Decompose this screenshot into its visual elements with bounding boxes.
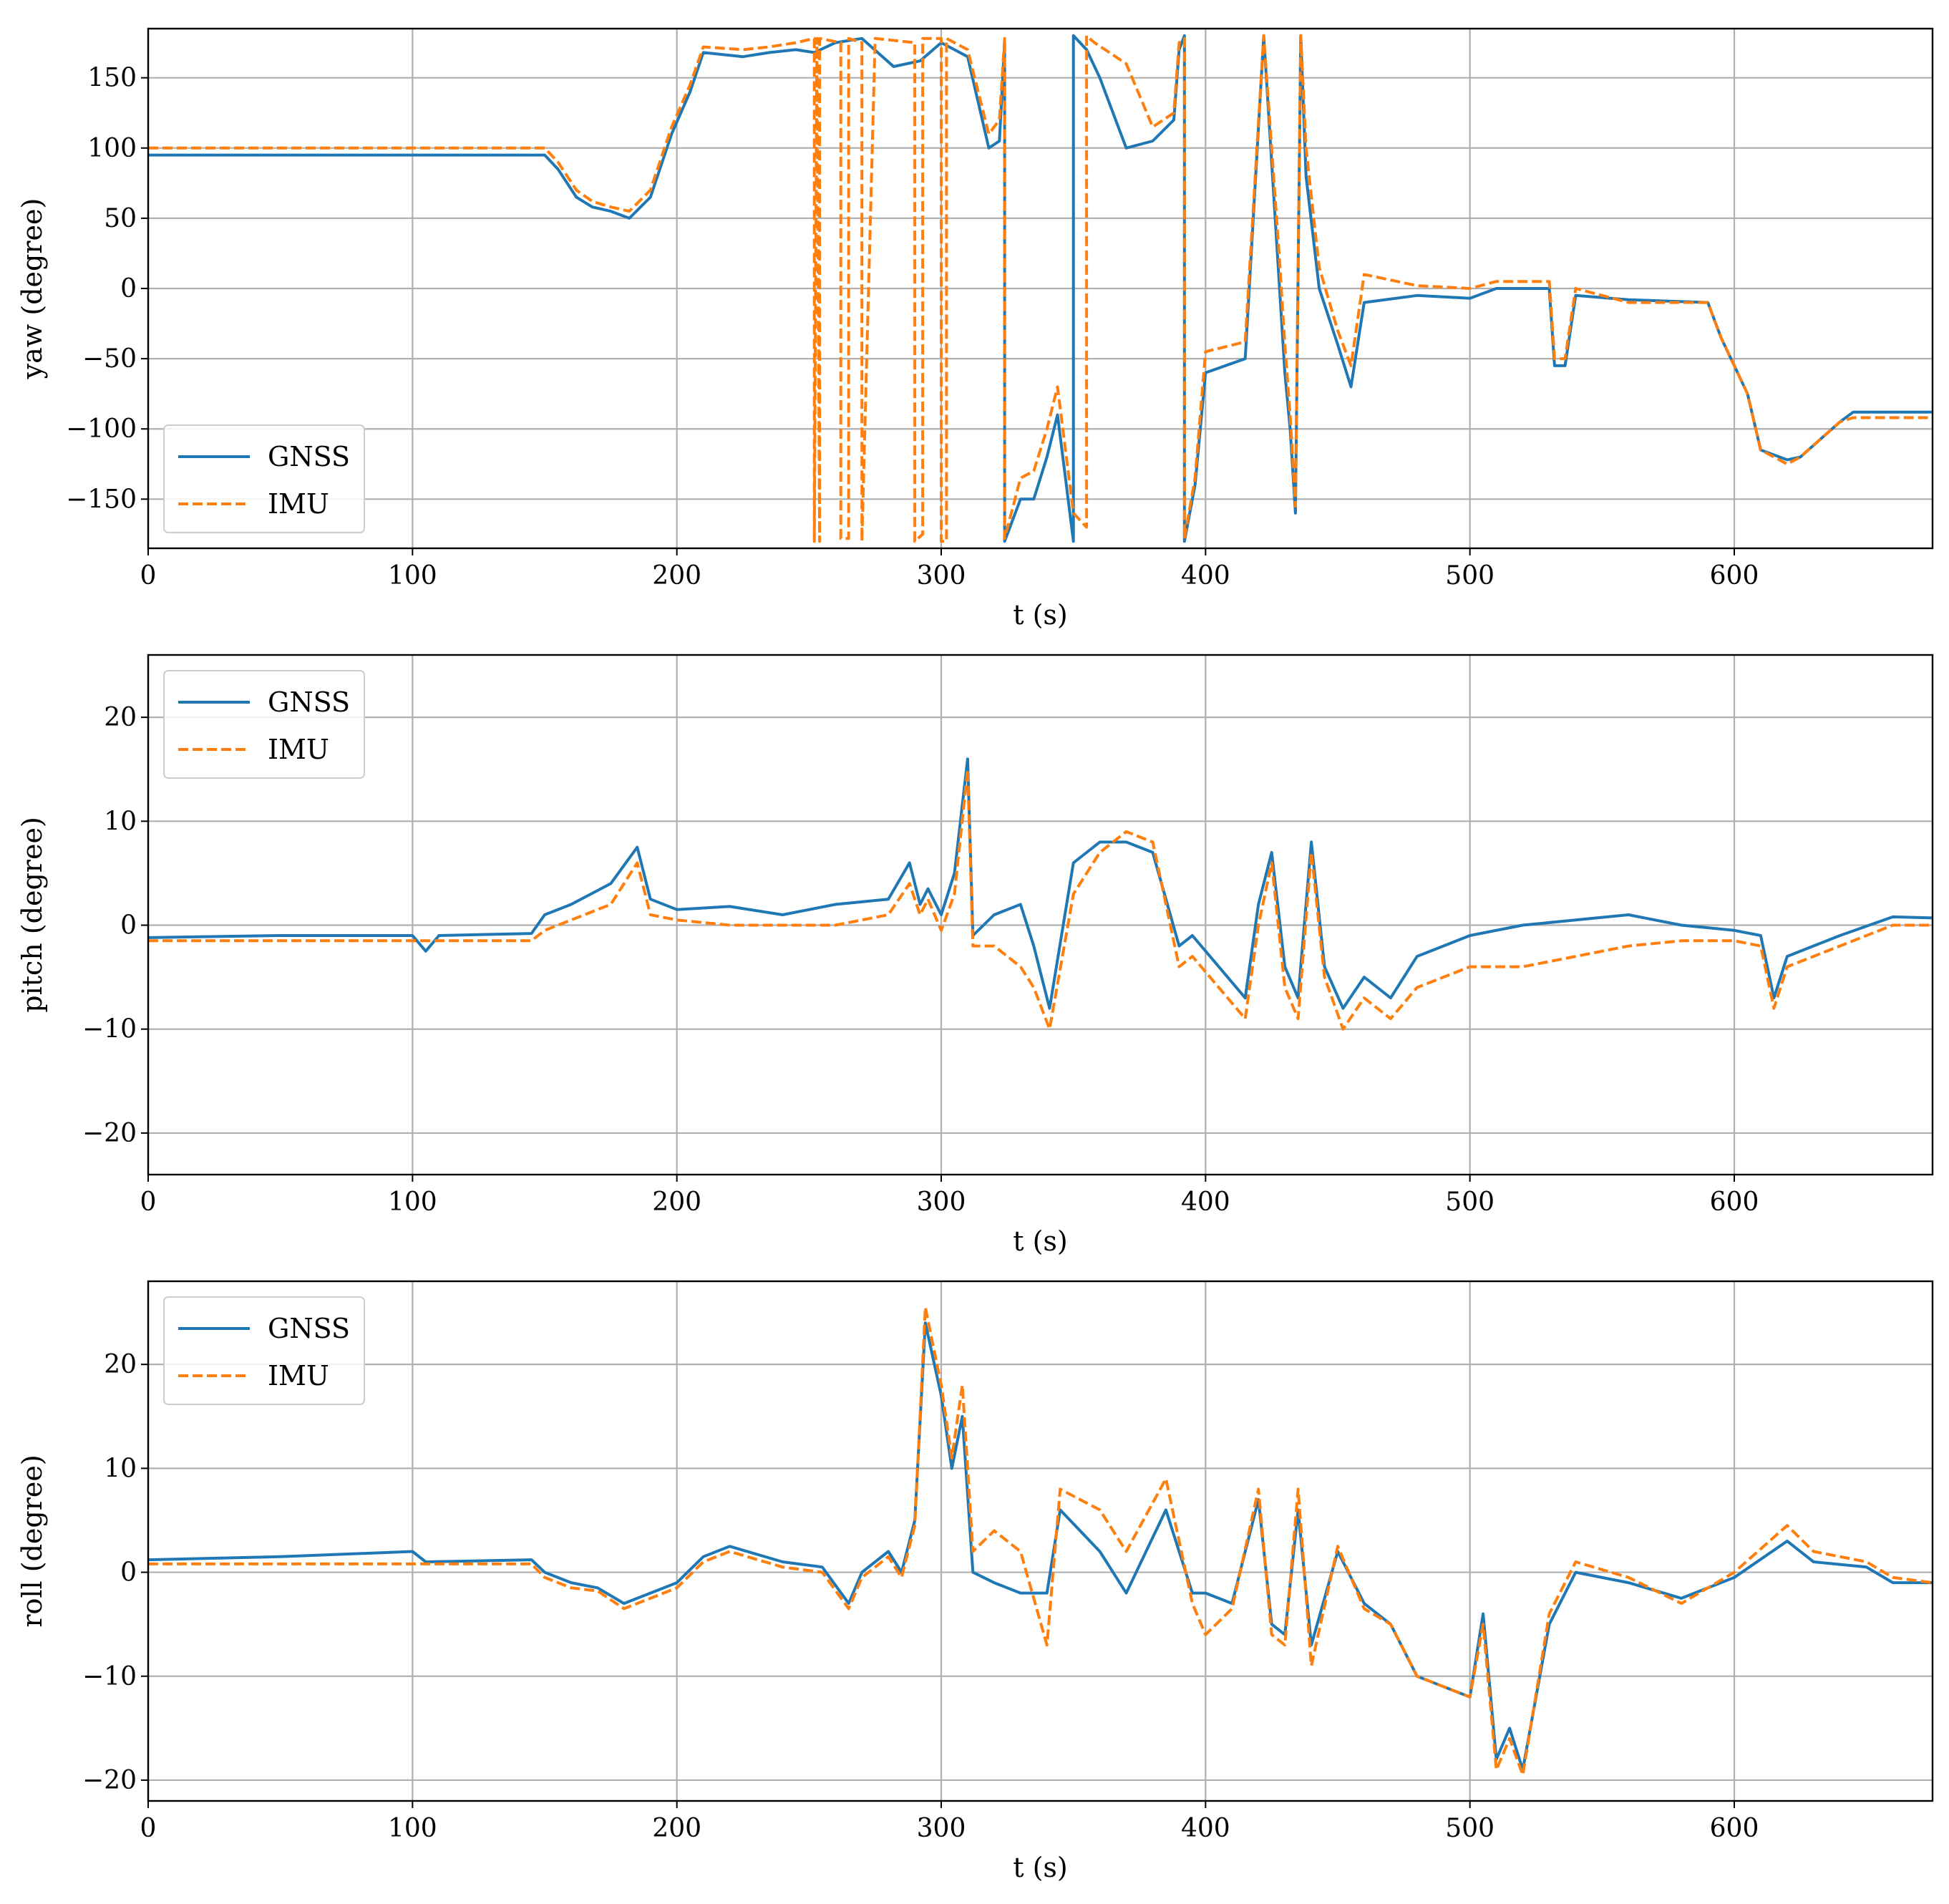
- roll-series-group: [148, 1306, 1933, 1777]
- roll-xtick-label: 200: [652, 1814, 701, 1843]
- pitch-xtick-label: 300: [917, 1187, 966, 1217]
- pitch-xaxis-label: t (s): [1013, 1225, 1068, 1257]
- yaw-xtick-label: 0: [140, 561, 157, 591]
- yaw-panel: 0 100 200 300 400 500 600150100500−50−100−150t…: [16, 27, 1934, 631]
- pitch-ytick-label: 10: [104, 807, 137, 836]
- pitch-xtick-label: 200: [652, 1187, 701, 1217]
- pitch-axes-frame: [147, 654, 1934, 1176]
- yaw-xtick-label: 100: [388, 561, 437, 591]
- yaw-xtick-label: 400: [1181, 561, 1230, 591]
- yaw-ytick-label: −150: [66, 485, 137, 514]
- roll-xtick-label: 600: [1710, 1814, 1759, 1843]
- pitch-ytick-label: 0: [120, 911, 137, 941]
- pitch-xtick-label: 400: [1181, 1187, 1230, 1217]
- yaw-series-group: [148, 34, 1933, 543]
- pitch-ytick-label: −10: [82, 1015, 137, 1044]
- yaw-xaxis-label: t (s): [1013, 599, 1068, 631]
- pitch-legend: GNSS IMU: [163, 670, 365, 779]
- pitch-legend-box: [163, 670, 365, 779]
- yaw-ytick-label: 150: [87, 64, 137, 93]
- pitch-ytick-label: 20: [104, 703, 137, 732]
- roll-xtick-label: 500: [1445, 1814, 1494, 1843]
- roll-legend: GNSS IMU: [163, 1296, 365, 1405]
- pitch-series-imu: [148, 767, 1933, 1031]
- yaw-yaxis-label: yaw (degree): [16, 198, 48, 380]
- yaw-legend: GNSS IMU: [163, 424, 365, 533]
- pitch-series-group: [148, 757, 1933, 1031]
- yaw-ytick-label: 50: [104, 204, 137, 233]
- yaw-ytick-label: 100: [87, 134, 137, 163]
- roll-xtick-label: 0: [140, 1814, 157, 1843]
- roll-series-imu: [148, 1306, 1933, 1777]
- yaw-legend-label-gnss: GNSS: [268, 441, 350, 472]
- yaw-xtick-label: 600: [1710, 561, 1759, 591]
- pitch-yaxis-label: pitch (degree): [16, 817, 48, 1013]
- roll-ytick-label: −20: [82, 1766, 137, 1795]
- pitch-xtick-label: 500: [1445, 1187, 1494, 1217]
- pitch-legend-label-imu: IMU: [268, 734, 329, 765]
- roll-xtick-label: 400: [1181, 1814, 1230, 1843]
- roll-ytick-label: 0: [120, 1558, 137, 1588]
- yaw-ytick-label: −50: [82, 344, 137, 374]
- pitch-legend-label-gnss: GNSS: [268, 686, 350, 718]
- roll-legend-label-imu: IMU: [268, 1360, 329, 1391]
- roll-ytick-label: 10: [104, 1454, 137, 1483]
- roll-ytick-label: 20: [104, 1350, 137, 1379]
- yaw-legend-label-imu: IMU: [268, 488, 329, 520]
- pitch-xtick-label: 100: [388, 1187, 437, 1217]
- yaw-ytick-label: −100: [66, 414, 137, 444]
- roll-ytick-label: −10: [82, 1662, 137, 1691]
- pitch-xtick-label: 0: [140, 1187, 157, 1217]
- yaw-ytick-label: 0: [120, 274, 137, 303]
- yaw-xtick-label: 200: [652, 561, 701, 591]
- yaw-legend-box: [163, 424, 365, 533]
- roll-legend-label-gnss: GNSS: [268, 1313, 350, 1344]
- yaw-xtick-label: 500: [1445, 561, 1494, 591]
- yaw-xtick-label: 300: [917, 561, 966, 591]
- pitch-ytick-label: −20: [82, 1119, 137, 1148]
- roll-xtick-label: 300: [917, 1814, 966, 1843]
- roll-xaxis-label: t (s): [1013, 1852, 1068, 1883]
- roll-legend-box: [163, 1296, 365, 1405]
- roll-series-gnss: [148, 1321, 1933, 1772]
- roll-yaxis-label: roll (degree): [16, 1454, 48, 1627]
- roll-xtick-label: 100: [388, 1814, 437, 1843]
- yaw-series-imu: [148, 34, 1933, 543]
- pitch-xtick-label: 600: [1710, 1187, 1759, 1217]
- roll-axes-frame: [147, 1280, 1934, 1802]
